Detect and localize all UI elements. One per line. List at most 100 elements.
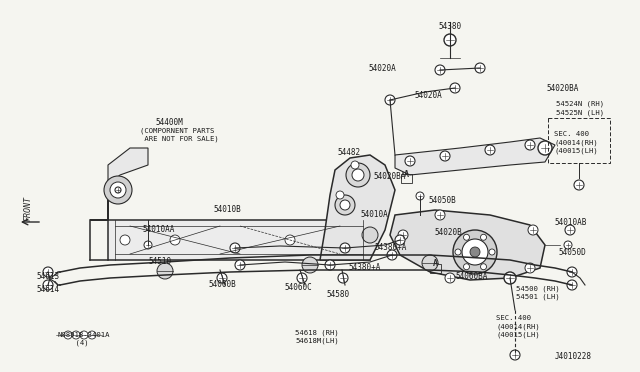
Circle shape bbox=[217, 273, 227, 283]
Text: 54020A: 54020A bbox=[414, 91, 442, 100]
Polygon shape bbox=[395, 138, 555, 175]
Text: SEC. 400: SEC. 400 bbox=[496, 315, 531, 321]
Text: FRONT: FRONT bbox=[24, 196, 33, 221]
Text: 54400M: 54400M bbox=[155, 118, 183, 127]
Circle shape bbox=[485, 145, 495, 155]
Circle shape bbox=[110, 182, 126, 198]
Circle shape bbox=[230, 243, 240, 253]
Circle shape bbox=[345, 235, 355, 245]
Circle shape bbox=[475, 63, 485, 73]
Circle shape bbox=[387, 250, 397, 260]
Circle shape bbox=[338, 273, 348, 283]
Circle shape bbox=[104, 176, 132, 204]
Text: (4): (4) bbox=[58, 340, 88, 346]
Circle shape bbox=[297, 273, 307, 283]
Circle shape bbox=[450, 83, 460, 93]
Circle shape bbox=[455, 249, 461, 255]
Text: 54500 (RH): 54500 (RH) bbox=[516, 285, 560, 292]
Circle shape bbox=[435, 65, 445, 75]
Circle shape bbox=[285, 235, 295, 245]
Text: 54501 (LH): 54501 (LH) bbox=[516, 293, 560, 299]
Circle shape bbox=[567, 280, 577, 290]
Bar bbox=[401, 173, 412, 183]
Circle shape bbox=[351, 161, 359, 169]
Circle shape bbox=[440, 151, 450, 161]
Text: 54020B: 54020B bbox=[434, 228, 461, 237]
Text: 54482: 54482 bbox=[337, 148, 360, 157]
Polygon shape bbox=[108, 220, 370, 260]
Circle shape bbox=[115, 187, 121, 193]
Circle shape bbox=[422, 255, 438, 271]
Text: (40014(RH): (40014(RH) bbox=[496, 323, 540, 330]
Text: ARE NOT FOR SALE): ARE NOT FOR SALE) bbox=[140, 135, 219, 141]
Circle shape bbox=[481, 264, 486, 270]
Text: 54010AB: 54010AB bbox=[554, 218, 586, 227]
Text: 54020BA: 54020BA bbox=[373, 172, 405, 181]
Circle shape bbox=[564, 241, 572, 249]
Text: (40014(RH): (40014(RH) bbox=[554, 139, 598, 145]
Polygon shape bbox=[90, 148, 148, 220]
Polygon shape bbox=[320, 155, 395, 260]
Circle shape bbox=[144, 241, 152, 249]
Text: 54050D: 54050D bbox=[558, 248, 586, 257]
Circle shape bbox=[170, 235, 180, 245]
Circle shape bbox=[235, 260, 245, 270]
Circle shape bbox=[504, 272, 516, 284]
Circle shape bbox=[445, 273, 455, 283]
Circle shape bbox=[340, 200, 350, 210]
Circle shape bbox=[525, 263, 535, 273]
Circle shape bbox=[489, 249, 495, 255]
Circle shape bbox=[335, 195, 355, 215]
Circle shape bbox=[157, 263, 173, 279]
Text: 54380+A: 54380+A bbox=[348, 263, 380, 272]
Circle shape bbox=[416, 192, 424, 200]
Text: 54010A: 54010A bbox=[360, 210, 388, 219]
Text: (40015(LH): (40015(LH) bbox=[554, 147, 598, 154]
Text: (40015(LH): (40015(LH) bbox=[496, 331, 540, 337]
Circle shape bbox=[405, 156, 415, 166]
Circle shape bbox=[538, 141, 552, 155]
Text: 54618 (RH): 54618 (RH) bbox=[295, 330, 339, 337]
Circle shape bbox=[88, 331, 96, 339]
Text: 54060BA: 54060BA bbox=[455, 272, 488, 281]
Circle shape bbox=[463, 264, 470, 270]
Text: 54614: 54614 bbox=[36, 285, 59, 294]
Circle shape bbox=[395, 235, 405, 245]
Circle shape bbox=[385, 95, 395, 105]
Circle shape bbox=[362, 227, 378, 243]
Circle shape bbox=[565, 225, 575, 235]
Text: 54618M(LH): 54618M(LH) bbox=[295, 338, 339, 344]
Circle shape bbox=[462, 239, 488, 265]
Circle shape bbox=[340, 243, 350, 253]
Bar bbox=[548, 118, 610, 163]
Circle shape bbox=[453, 230, 497, 274]
Circle shape bbox=[352, 169, 364, 181]
Text: 54510: 54510 bbox=[148, 257, 171, 266]
Text: 54010AA: 54010AA bbox=[142, 225, 174, 234]
Text: 54380: 54380 bbox=[438, 22, 461, 31]
Circle shape bbox=[567, 267, 577, 277]
Circle shape bbox=[80, 331, 88, 339]
Text: SEC. 400: SEC. 400 bbox=[554, 131, 589, 137]
Circle shape bbox=[336, 191, 344, 199]
Circle shape bbox=[346, 163, 370, 187]
Text: 54010B: 54010B bbox=[213, 205, 241, 214]
Text: J4010228: J4010228 bbox=[555, 352, 592, 361]
Circle shape bbox=[444, 34, 456, 46]
Circle shape bbox=[398, 230, 408, 240]
Circle shape bbox=[302, 257, 318, 273]
Bar bbox=[429, 263, 440, 273]
Circle shape bbox=[463, 234, 470, 240]
Text: 54613: 54613 bbox=[36, 272, 59, 281]
Circle shape bbox=[528, 225, 538, 235]
Text: 54050B: 54050B bbox=[428, 196, 456, 205]
Circle shape bbox=[481, 234, 486, 240]
Circle shape bbox=[525, 140, 535, 150]
Circle shape bbox=[43, 280, 53, 290]
Circle shape bbox=[435, 210, 445, 220]
Text: 54580: 54580 bbox=[326, 290, 349, 299]
Text: 54524N (RH): 54524N (RH) bbox=[556, 100, 604, 106]
Text: 54060C: 54060C bbox=[284, 283, 312, 292]
Text: 54380+A: 54380+A bbox=[374, 243, 406, 252]
Text: 54525N (LH): 54525N (LH) bbox=[556, 109, 604, 115]
